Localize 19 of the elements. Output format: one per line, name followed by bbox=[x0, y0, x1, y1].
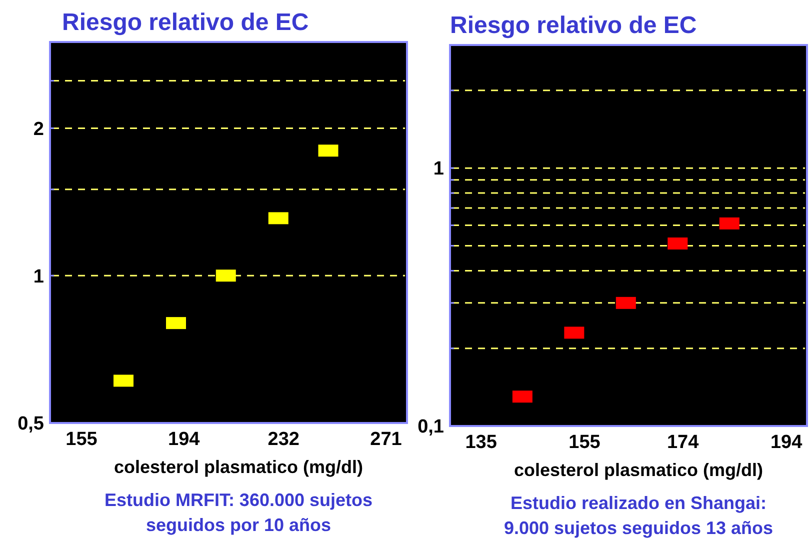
y-tick-label: 2 bbox=[33, 118, 44, 140]
y-tick-label: 0,5 bbox=[18, 414, 44, 435]
chart-title: Riesgo relativo de EC bbox=[450, 12, 697, 39]
x-tick-label: 155 bbox=[66, 429, 98, 450]
y-tick-label: 1 bbox=[33, 266, 44, 288]
y-tick-label: 0,1 bbox=[418, 416, 444, 438]
text: Estudio MRFIT: 360.000 sujetos seguidos por 10 años bbox=[104, 490, 373, 535]
x-tick-label: 194 bbox=[770, 432, 803, 453]
chart-title: Riesgo relativo de EC bbox=[62, 9, 309, 36]
x-axis-title: colesterol plasmatico (mg/dl) bbox=[114, 457, 364, 477]
x-tick-label: 155 bbox=[568, 432, 601, 453]
x-tick-label: 135 bbox=[465, 432, 498, 453]
x-tick-label: 194 bbox=[168, 429, 200, 450]
text: Estudio realizado en Shangai: 9.000 sujetos seguidos 13 años bbox=[504, 493, 774, 538]
x-tick-label: 271 bbox=[370, 429, 402, 450]
x-tick-label: 232 bbox=[268, 429, 300, 450]
x-axis-title: colesterol plasmatico (mg/dl) bbox=[514, 460, 764, 480]
y-tick-label: 1 bbox=[433, 158, 444, 180]
x-tick-label: 174 bbox=[666, 432, 700, 453]
